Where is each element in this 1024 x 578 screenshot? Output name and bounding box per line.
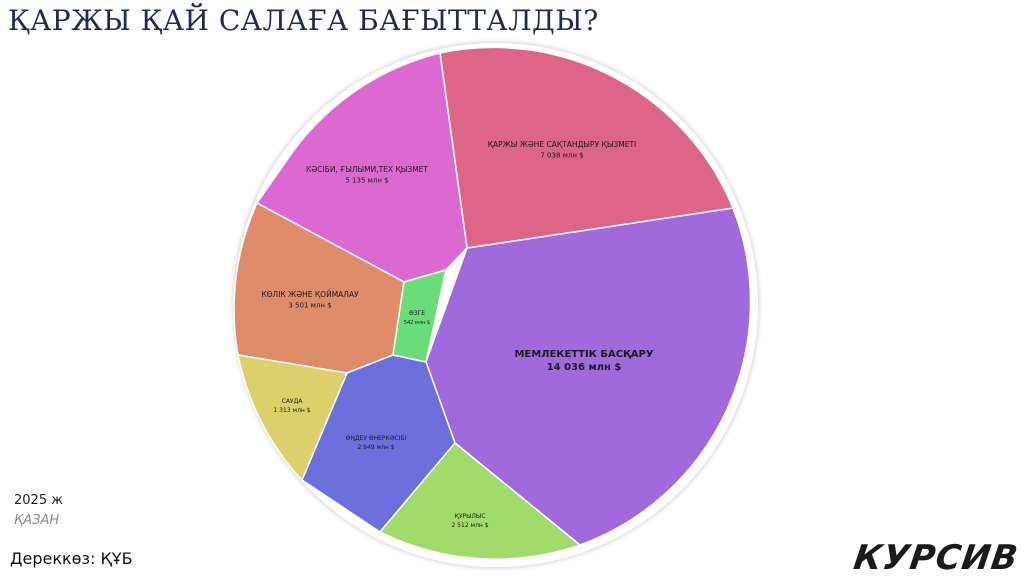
brand-logo: КУРСИВ <box>850 538 1021 578</box>
cell-label-2: КӘСІБИ, ҒЫЛЫМИ,ТЕХ ҚЫЗМЕТ <box>306 165 428 174</box>
cell-7 <box>392 268 447 363</box>
cell-label-0: МЕМЛЕКЕТТІК БАСҚАРУ <box>514 349 653 360</box>
cell-2 <box>255 52 468 283</box>
cell-value-6: 1 313 млн $ <box>273 407 310 414</box>
cell-value-2: 5 135 млн $ <box>345 177 388 185</box>
cell-label-6: САУДА <box>282 398 304 405</box>
cell-value-3: 3 501 млн $ <box>288 302 331 310</box>
cell-value-7: 542 млн $ <box>404 320 430 326</box>
cell-value-0: 14 036 млн $ <box>547 362 622 373</box>
year-label: 2025 ж <box>14 493 63 508</box>
cell-value-4: 2 949 млн $ <box>357 444 394 451</box>
source-note: Дереккөз: ҚҰБ <box>10 549 133 568</box>
cell-5 <box>378 441 582 560</box>
cell-label-1: ҚАРЖЫ ЖӘНЕ САҚТАНДЫРУ ҚЫЗМЕТІ <box>488 140 637 149</box>
cell-label-5: ҚҰРЫЛЫС <box>455 513 486 520</box>
cell-label-7: ӨЗГЕ <box>409 310 425 317</box>
cell-value-1: 7 038 млн $ <box>540 152 583 160</box>
cell-value-5: 2 512 млн $ <box>451 522 488 529</box>
page-title: ҚАРЖЫ ҚАЙ САЛАҒА БАҒЫТТАЛДЫ? <box>8 4 599 37</box>
cell-0 <box>425 207 752 546</box>
cell-label-4: ӨҢДЕУ ӨНЕРКӘСІБІ <box>346 435 407 442</box>
month-label: ҚАЗАН <box>14 513 60 528</box>
cell-label-3: КӨЛІК ЖӘНЕ ҚОЙМАЛАУ <box>261 290 359 299</box>
cell-1 <box>439 46 735 249</box>
cell-6 <box>237 354 349 482</box>
